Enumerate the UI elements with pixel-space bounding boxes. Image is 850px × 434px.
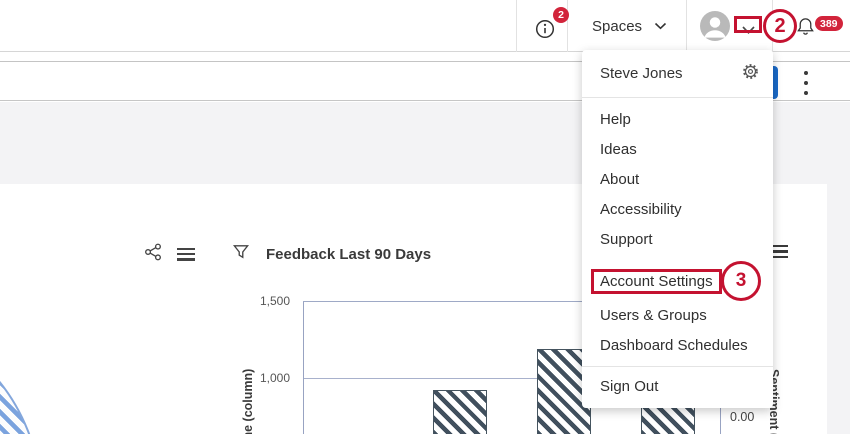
- user-name: Steve Jones: [600, 65, 683, 82]
- account-menu-list: Help Ideas About Accessibility Support A…: [582, 98, 773, 401]
- filter-icon[interactable]: [232, 244, 250, 265]
- pie-chart-fragment[interactable]: [0, 310, 42, 434]
- left-axis-tick-1500: 1,500: [259, 294, 290, 308]
- chart-header: Feedback Last 90 Days: [144, 243, 432, 266]
- topbar-divider: [567, 0, 568, 52]
- adjacent-panel-menu-icon[interactable]: [771, 245, 788, 258]
- chart-menu-icon[interactable]: [177, 247, 195, 261]
- menu-item-users-groups[interactable]: Users & Groups: [600, 306, 707, 324]
- left-axis-tick-1000: 1,000: [259, 371, 290, 385]
- account-menu-header: Steve Jones: [582, 50, 773, 97]
- menu-item-dashboard-schedules[interactable]: Dashboard Schedules: [600, 336, 748, 354]
- spaces-menu-button[interactable]: Spaces: [592, 0, 667, 52]
- menu-divider: [582, 97, 773, 98]
- chart-top-gridline: [303, 301, 720, 302]
- chart-left-axis-line: [303, 301, 304, 434]
- share-icon[interactable]: [144, 243, 162, 266]
- chevron-down-icon: [654, 22, 667, 30]
- info-icon[interactable]: [535, 19, 555, 44]
- topbar-divider: [516, 0, 517, 52]
- left-axis-title: me (column): [241, 368, 255, 434]
- account-settings-highlight-box: Account Settings: [591, 268, 722, 294]
- account-dropdown-menu: Steve Jones Help Ideas About Accessibili…: [582, 50, 773, 408]
- menu-item-accessibility[interactable]: Accessibility: [600, 200, 682, 218]
- notification-count-badge: 389: [815, 16, 843, 31]
- avatar[interactable]: [700, 11, 730, 46]
- spaces-label: Spaces: [592, 17, 643, 35]
- menu-item-account-settings[interactable]: Account Settings: [582, 266, 773, 296]
- right-axis-tick-0: 0.00: [730, 410, 755, 424]
- menu-item-help[interactable]: Help: [600, 110, 631, 128]
- chart-title: Feedback Last 90 Days: [266, 245, 432, 263]
- annotation-step-2: 2: [763, 9, 797, 43]
- right-page-gutter: [827, 184, 850, 434]
- menu-item-sign-out[interactable]: Sign Out: [600, 377, 659, 395]
- chart-gridline-1000: [304, 378, 720, 379]
- menu-item-about[interactable]: About: [600, 170, 640, 188]
- annotation-step-3: 3: [721, 261, 761, 301]
- bell-icon[interactable]: [797, 16, 814, 42]
- menu-item-ideas[interactable]: Ideas: [600, 140, 637, 158]
- header-substrip: [0, 53, 850, 62]
- annotation-box-chevron: [734, 16, 762, 33]
- topbar-divider: [686, 0, 687, 52]
- bar-1[interactable]: [433, 390, 487, 434]
- global-top-bar: 2 Spaces 389: [0, 0, 850, 52]
- menu-item-support[interactable]: Support: [600, 230, 653, 248]
- kebab-menu-icon[interactable]: [799, 71, 813, 95]
- menu-divider: [582, 366, 773, 367]
- gear-icon[interactable]: [742, 63, 759, 84]
- info-badge: 2: [553, 7, 569, 23]
